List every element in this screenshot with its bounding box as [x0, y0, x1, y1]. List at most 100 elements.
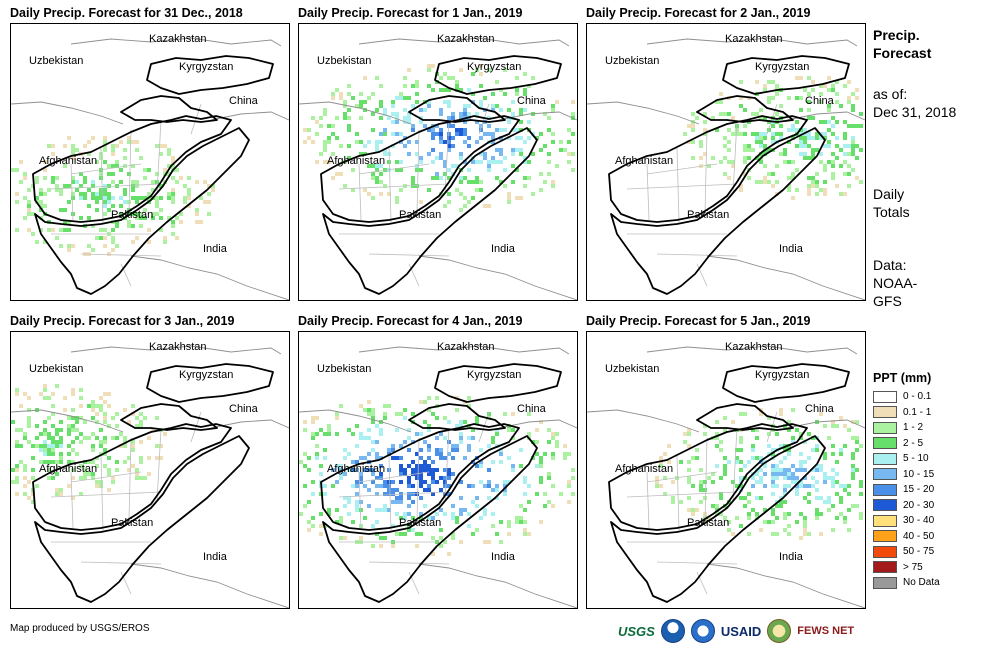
precip-cell — [95, 404, 99, 408]
precip-cell — [371, 172, 375, 176]
precip-cell — [799, 484, 803, 488]
precip-cell — [147, 168, 151, 172]
precip-cell — [807, 492, 811, 496]
precip-cell — [467, 512, 471, 516]
precip-cell — [687, 496, 691, 500]
precip-cell — [155, 444, 159, 448]
precip-cell — [487, 484, 491, 488]
precip-cell — [723, 516, 727, 520]
precip-cell — [339, 464, 343, 468]
precip-cell — [855, 144, 859, 148]
precip-cell — [155, 172, 159, 176]
precip-cell — [375, 168, 379, 172]
country-boundary — [587, 101, 700, 125]
precip-cell — [799, 468, 803, 472]
precip-cell — [811, 116, 815, 120]
precip-cell — [539, 188, 543, 192]
precip-cell — [703, 432, 707, 436]
precip-cell — [451, 116, 455, 120]
precip-cell — [39, 392, 43, 396]
precip-cell — [431, 88, 435, 92]
precip-cell — [831, 476, 835, 480]
precip-cell — [67, 452, 71, 456]
precip-cell — [327, 136, 331, 140]
precip-cell — [851, 144, 855, 148]
precip-cell — [155, 416, 159, 420]
precip-cell — [411, 460, 415, 464]
precip-cell — [791, 464, 795, 468]
precip-cell — [151, 212, 155, 216]
precip-cell — [551, 104, 555, 108]
precip-cell — [159, 208, 163, 212]
country-label-kyrgyzstan: Kyrgyzstan — [755, 369, 809, 381]
precip-cell — [103, 236, 107, 240]
precip-cell — [183, 200, 187, 204]
precip-cell — [159, 152, 163, 156]
precip-cell — [43, 384, 47, 388]
precip-cell — [855, 176, 859, 180]
precip-cell — [819, 136, 823, 140]
precip-cell — [103, 448, 107, 452]
precip-cell — [519, 516, 523, 520]
precip-cell — [395, 160, 399, 164]
precip-cell — [15, 480, 19, 484]
precip-cell — [831, 484, 835, 488]
precip-cell — [839, 164, 843, 168]
precip-cell — [379, 132, 383, 136]
precip-cell — [367, 452, 371, 456]
precip-cell — [503, 68, 507, 72]
precip-cell — [115, 224, 119, 228]
precip-cell — [459, 116, 463, 120]
precip-cell — [511, 148, 515, 152]
precip-cell — [323, 456, 327, 460]
precip-cell — [451, 456, 455, 460]
precip-cell — [79, 172, 83, 176]
legend-label: 5 - 10 — [903, 453, 929, 465]
precip-cell — [399, 516, 403, 520]
precip-cell — [371, 524, 375, 528]
precip-cell — [763, 88, 767, 92]
precip-cell — [111, 236, 115, 240]
precip-cell — [43, 444, 47, 448]
precip-cell — [519, 448, 523, 452]
precip-cell — [519, 464, 523, 468]
precip-cell — [359, 508, 363, 512]
precip-cell — [427, 464, 431, 468]
precip-cell — [435, 436, 439, 440]
precip-cell — [71, 148, 75, 152]
precip-cell — [207, 212, 211, 216]
precip-cell — [359, 116, 363, 120]
precip-cell — [495, 432, 499, 436]
precip-cell — [371, 128, 375, 132]
precip-cell — [423, 504, 427, 508]
precip-cell — [851, 456, 855, 460]
province-boundary — [646, 471, 718, 483]
precip-cell — [15, 392, 19, 396]
precip-cell — [311, 416, 315, 420]
precip-cell — [443, 484, 447, 488]
precip-cell — [447, 420, 451, 424]
precip-cell — [823, 120, 827, 124]
precip-cell — [203, 180, 207, 184]
precip-cell — [139, 156, 143, 160]
precip-cell — [419, 484, 423, 488]
precip-cell — [147, 472, 151, 476]
precip-cell — [179, 176, 183, 180]
precip-cell — [391, 444, 395, 448]
precip-cell — [443, 100, 447, 104]
precip-cell — [403, 512, 407, 516]
country-label-kyrgyzstan: Kyrgyzstan — [179, 61, 233, 73]
precip-cell — [111, 172, 115, 176]
precip-cell — [115, 468, 119, 472]
precip-cell — [759, 480, 763, 484]
precip-cell — [559, 148, 563, 152]
precip-cell — [51, 440, 55, 444]
precip-cell — [731, 532, 735, 536]
precip-cell — [567, 452, 571, 456]
precip-cell — [487, 68, 491, 72]
precip-cell — [359, 140, 363, 144]
precip-cell — [847, 164, 851, 168]
precip-cell — [859, 484, 863, 488]
precip-cell — [523, 156, 527, 160]
precip-cell — [103, 140, 107, 144]
